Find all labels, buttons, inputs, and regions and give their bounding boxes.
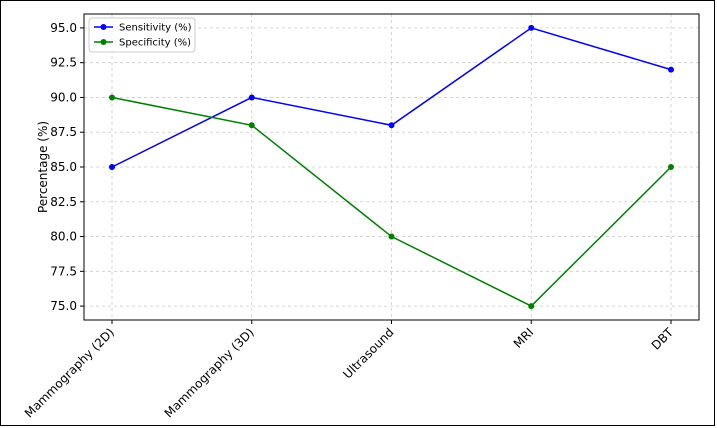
y-axis-ticks: 75.0 77.5 80.0 82.5 85.0 87.5 90.0 92.5 95.0 bbox=[50, 21, 84, 313]
x-tick-label: DBT bbox=[649, 325, 677, 353]
y-tick-label: 87.5 bbox=[50, 125, 77, 139]
data-point bbox=[388, 233, 395, 240]
plot-area-border bbox=[83, 13, 700, 321]
y-tick-label: 85.0 bbox=[50, 160, 77, 174]
legend-label: Sensitivity (%) bbox=[119, 23, 192, 34]
y-tick-label: 80.0 bbox=[50, 230, 77, 244]
y-axis-label: Percentage (%) bbox=[36, 121, 50, 213]
y-tick-label: 77.5 bbox=[50, 264, 77, 278]
data-point bbox=[528, 303, 535, 310]
data-point bbox=[668, 66, 674, 73]
series-specificity bbox=[109, 94, 674, 310]
x-tick-label: Ultrasound bbox=[340, 325, 396, 381]
grid-lines bbox=[84, 14, 699, 320]
y-tick-label: 90.0 bbox=[50, 90, 77, 104]
x-axis-ticks: Mammography (2D) Mammography (3D) Ultrasou… bbox=[22, 320, 677, 420]
data-point bbox=[248, 122, 255, 129]
x-tick-label: Mammography (2D) bbox=[22, 325, 117, 420]
data-point bbox=[109, 164, 115, 170]
data-point bbox=[668, 164, 674, 170]
x-tick-label: Mammography (3D) bbox=[162, 325, 257, 420]
legend-marker bbox=[100, 24, 107, 30]
legend-label: Specificity (%) bbox=[119, 38, 191, 49]
y-tick-label: 95.0 bbox=[50, 21, 77, 35]
y-tick-label: 75.0 bbox=[50, 299, 77, 313]
legend: Sensitivity (%) Specificity (%) bbox=[88, 17, 196, 53]
legend-box bbox=[88, 17, 196, 53]
series-lines bbox=[109, 24, 674, 310]
y-tick-label: 92.5 bbox=[50, 56, 77, 70]
data-point bbox=[248, 94, 255, 101]
legend-marker bbox=[100, 39, 107, 45]
series-sensitivity bbox=[109, 24, 674, 170]
data-point bbox=[528, 24, 535, 31]
y-tick-label: 82.5 bbox=[50, 195, 77, 209]
data-point bbox=[109, 94, 115, 101]
data-point bbox=[388, 122, 395, 129]
x-tick-label: MRI bbox=[511, 325, 537, 351]
